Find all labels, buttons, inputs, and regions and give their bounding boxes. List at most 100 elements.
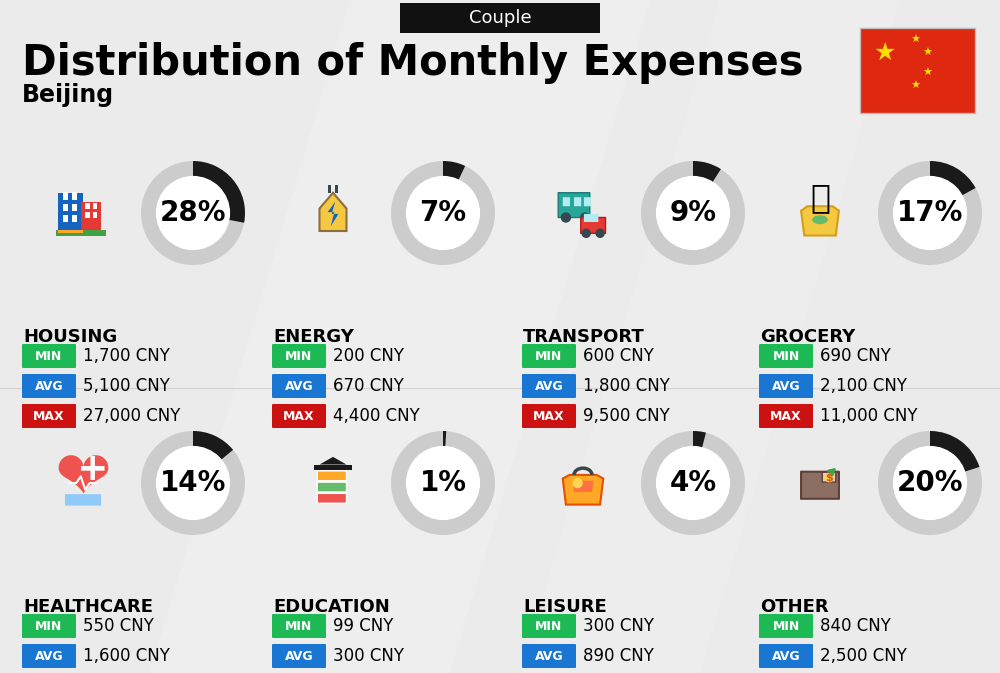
Text: ★: ★ bbox=[910, 35, 920, 45]
FancyBboxPatch shape bbox=[22, 374, 76, 398]
Text: 99 CNY: 99 CNY bbox=[333, 617, 393, 635]
Text: OTHER: OTHER bbox=[760, 598, 829, 616]
FancyBboxPatch shape bbox=[522, 374, 576, 398]
FancyBboxPatch shape bbox=[335, 184, 338, 192]
Wedge shape bbox=[193, 161, 245, 223]
Wedge shape bbox=[693, 431, 706, 448]
Text: MIN: MIN bbox=[772, 349, 800, 363]
FancyBboxPatch shape bbox=[272, 344, 326, 368]
FancyBboxPatch shape bbox=[759, 374, 813, 398]
Circle shape bbox=[596, 229, 604, 238]
Circle shape bbox=[581, 213, 590, 222]
FancyBboxPatch shape bbox=[58, 192, 83, 234]
FancyBboxPatch shape bbox=[584, 214, 598, 222]
Text: 17%: 17% bbox=[897, 199, 963, 227]
Text: TRANSPORT: TRANSPORT bbox=[523, 328, 645, 346]
FancyBboxPatch shape bbox=[93, 203, 97, 209]
Wedge shape bbox=[641, 161, 745, 265]
Text: MAX: MAX bbox=[770, 409, 802, 423]
FancyBboxPatch shape bbox=[22, 344, 76, 368]
Wedge shape bbox=[878, 161, 982, 265]
Text: 1%: 1% bbox=[420, 469, 466, 497]
Text: 9%: 9% bbox=[670, 199, 716, 227]
Text: EDUCATION: EDUCATION bbox=[273, 598, 390, 616]
Text: HOUSING: HOUSING bbox=[23, 328, 117, 346]
Circle shape bbox=[894, 447, 966, 520]
FancyBboxPatch shape bbox=[314, 464, 352, 470]
Polygon shape bbox=[320, 192, 347, 231]
Text: AVG: AVG bbox=[35, 380, 63, 392]
Text: MAX: MAX bbox=[33, 409, 65, 423]
Text: MIN: MIN bbox=[772, 620, 800, 633]
FancyBboxPatch shape bbox=[317, 493, 347, 503]
Circle shape bbox=[157, 447, 229, 520]
Polygon shape bbox=[320, 457, 347, 464]
Text: HEALTHCARE: HEALTHCARE bbox=[23, 598, 153, 616]
FancyBboxPatch shape bbox=[22, 614, 76, 638]
Wedge shape bbox=[443, 431, 446, 447]
FancyBboxPatch shape bbox=[272, 614, 326, 638]
Text: MIN: MIN bbox=[35, 620, 63, 633]
Text: 14%: 14% bbox=[160, 469, 226, 497]
FancyBboxPatch shape bbox=[759, 644, 813, 668]
FancyBboxPatch shape bbox=[317, 482, 347, 492]
Circle shape bbox=[825, 474, 833, 482]
FancyBboxPatch shape bbox=[522, 404, 576, 428]
FancyBboxPatch shape bbox=[72, 203, 77, 211]
FancyBboxPatch shape bbox=[822, 472, 836, 482]
Text: 5,100 CNY: 5,100 CNY bbox=[83, 377, 170, 395]
Text: 20%: 20% bbox=[897, 469, 963, 497]
Text: 600 CNY: 600 CNY bbox=[583, 347, 654, 365]
Text: 27,000 CNY: 27,000 CNY bbox=[83, 407, 180, 425]
Text: AVG: AVG bbox=[285, 380, 313, 392]
FancyBboxPatch shape bbox=[58, 229, 83, 234]
Text: 200 CNY: 200 CNY bbox=[333, 347, 404, 365]
Polygon shape bbox=[150, 0, 650, 673]
FancyBboxPatch shape bbox=[85, 211, 90, 217]
Circle shape bbox=[407, 447, 479, 520]
Text: GROCERY: GROCERY bbox=[760, 328, 855, 346]
Text: 7%: 7% bbox=[419, 199, 467, 227]
Text: MIN: MIN bbox=[35, 349, 63, 363]
Text: ENERGY: ENERGY bbox=[273, 328, 354, 346]
FancyBboxPatch shape bbox=[581, 217, 606, 234]
FancyBboxPatch shape bbox=[65, 494, 101, 505]
Circle shape bbox=[157, 176, 229, 250]
Text: 9,500 CNY: 9,500 CNY bbox=[583, 407, 670, 425]
FancyBboxPatch shape bbox=[759, 344, 813, 368]
Text: LEISURE: LEISURE bbox=[523, 598, 607, 616]
Text: AVG: AVG bbox=[35, 649, 63, 662]
Polygon shape bbox=[573, 481, 593, 492]
FancyBboxPatch shape bbox=[317, 471, 347, 481]
Text: ★: ★ bbox=[922, 68, 932, 78]
Text: AVG: AVG bbox=[285, 649, 313, 662]
Text: 4,400 CNY: 4,400 CNY bbox=[333, 407, 420, 425]
Text: 4%: 4% bbox=[669, 469, 717, 497]
FancyBboxPatch shape bbox=[574, 197, 581, 206]
Circle shape bbox=[657, 176, 729, 250]
FancyBboxPatch shape bbox=[85, 203, 90, 209]
Wedge shape bbox=[693, 161, 721, 182]
FancyBboxPatch shape bbox=[328, 184, 331, 192]
FancyBboxPatch shape bbox=[72, 215, 77, 222]
Text: 28%: 28% bbox=[160, 199, 226, 227]
Text: 550 CNY: 550 CNY bbox=[83, 617, 154, 635]
Polygon shape bbox=[801, 206, 839, 236]
Text: MAX: MAX bbox=[283, 409, 315, 423]
Text: 11,000 CNY: 11,000 CNY bbox=[820, 407, 918, 425]
FancyBboxPatch shape bbox=[63, 215, 68, 222]
Text: 1,800 CNY: 1,800 CNY bbox=[583, 377, 670, 395]
Circle shape bbox=[657, 447, 729, 520]
FancyBboxPatch shape bbox=[272, 374, 326, 398]
Text: Beijing: Beijing bbox=[22, 83, 114, 107]
Wedge shape bbox=[141, 431, 245, 535]
Text: ★: ★ bbox=[922, 48, 932, 58]
Wedge shape bbox=[930, 161, 976, 195]
FancyBboxPatch shape bbox=[860, 28, 975, 113]
Circle shape bbox=[573, 479, 582, 487]
FancyBboxPatch shape bbox=[272, 644, 326, 668]
FancyBboxPatch shape bbox=[81, 202, 101, 234]
Text: 2,500 CNY: 2,500 CNY bbox=[820, 647, 907, 665]
FancyBboxPatch shape bbox=[400, 3, 600, 33]
FancyBboxPatch shape bbox=[759, 404, 813, 428]
